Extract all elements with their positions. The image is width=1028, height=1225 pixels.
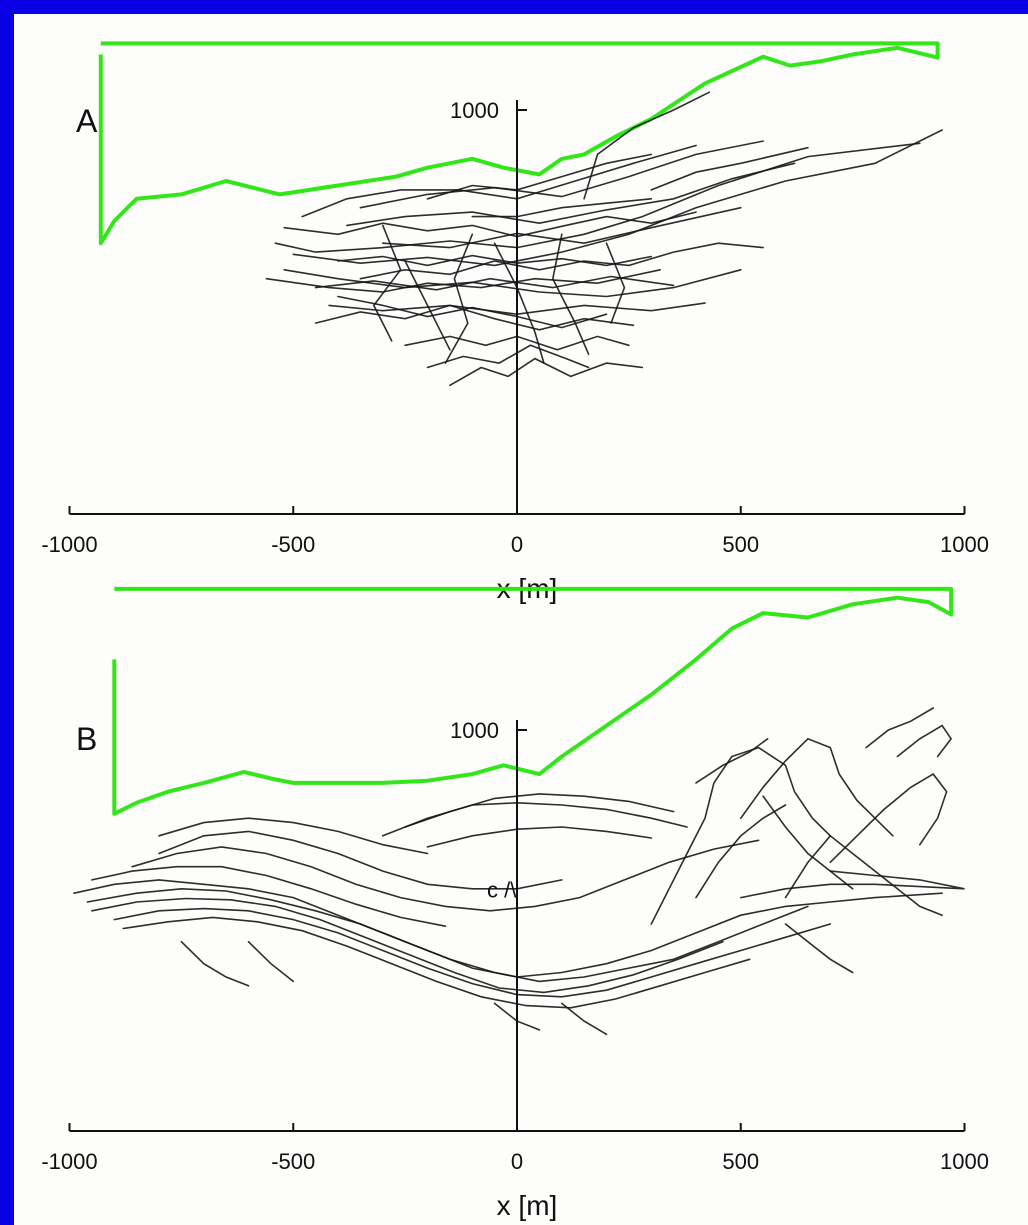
track-line: [471, 198, 653, 218]
x-tick-label: -1000: [41, 532, 97, 557]
x-tick-label: 1000: [940, 532, 989, 557]
x-tick-label: 0: [511, 532, 523, 557]
track-line: [650, 746, 832, 925]
track-line: [896, 724, 953, 758]
track-line: [113, 907, 832, 998]
track-line: [784, 923, 854, 974]
track-line: [551, 233, 590, 356]
track-line: [762, 795, 854, 890]
x-tick-label: 0: [511, 1149, 523, 1174]
track-line: [283, 211, 697, 238]
x-tick-label: -500: [271, 532, 315, 557]
y-tick-label: 1000: [450, 98, 499, 123]
track-line: [314, 275, 675, 291]
track-line: [444, 233, 474, 364]
boundary-line: [112, 586, 954, 816]
figure-frame: 1000 -1000 -500 0 500 1000 x [m] A 1000 -1000 -500…: [14, 14, 1028, 1225]
track-line: [314, 304, 635, 331]
track-line: [122, 916, 751, 1009]
track-line: [381, 206, 742, 249]
x-tick-label: 500: [722, 532, 759, 557]
track-line: [426, 826, 653, 848]
track-line: [739, 737, 894, 837]
track-line: [583, 91, 711, 200]
track-line: [449, 357, 644, 387]
track-line: [650, 146, 809, 191]
figure-canvas: 1000 -1000 -500 0 500 1000 x [m] A 1000 -1000 -500…: [41, 41, 989, 1221]
track-line: [560, 1002, 608, 1036]
track-line: [359, 242, 764, 280]
track-line: [158, 830, 563, 890]
track-line: [180, 940, 250, 987]
center-marks: c /\: [487, 878, 517, 903]
track-line: [372, 224, 402, 342]
x-tick-label: 1000: [940, 1149, 989, 1174]
boundary-line: [98, 41, 940, 246]
track-line: [493, 242, 545, 364]
track-line: [695, 804, 787, 899]
track-line: [337, 295, 608, 329]
x-axis-title: x [m]: [497, 1190, 558, 1221]
track-line: [865, 707, 935, 749]
track-line: [158, 817, 429, 855]
track-line: [426, 344, 590, 369]
track-line: [301, 144, 697, 218]
track-line: [86, 887, 809, 983]
panel-label-a: A: [76, 103, 98, 139]
track-line: [283, 269, 742, 298]
track-line: [292, 129, 943, 267]
track-line: [404, 793, 675, 828]
track-line: [784, 834, 943, 917]
track-line: [359, 140, 764, 209]
y-tick-label: 1000: [450, 718, 499, 743]
track-line: [739, 870, 965, 899]
track-line: [404, 260, 451, 351]
track-line: [91, 865, 447, 928]
x-tick-label: -1000: [41, 1149, 97, 1174]
track-line: [247, 940, 295, 983]
track-line: [695, 737, 769, 784]
chart-panel-b: 1000 -1000 -500 0 500 1000 x [m] Bc /\: [41, 586, 989, 1221]
track-line: [274, 142, 921, 253]
track-line: [337, 254, 653, 267]
panel-label-b: B: [76, 721, 97, 757]
track-line: [265, 269, 662, 293]
track-line: [829, 773, 948, 864]
track-line: [131, 839, 760, 912]
x-tick-label: 500: [722, 1149, 759, 1174]
track-line: [346, 162, 796, 227]
track-line: [426, 153, 653, 200]
x-tick-label: -500: [271, 1149, 315, 1174]
track-line: [91, 897, 724, 994]
track-line: [605, 242, 626, 324]
